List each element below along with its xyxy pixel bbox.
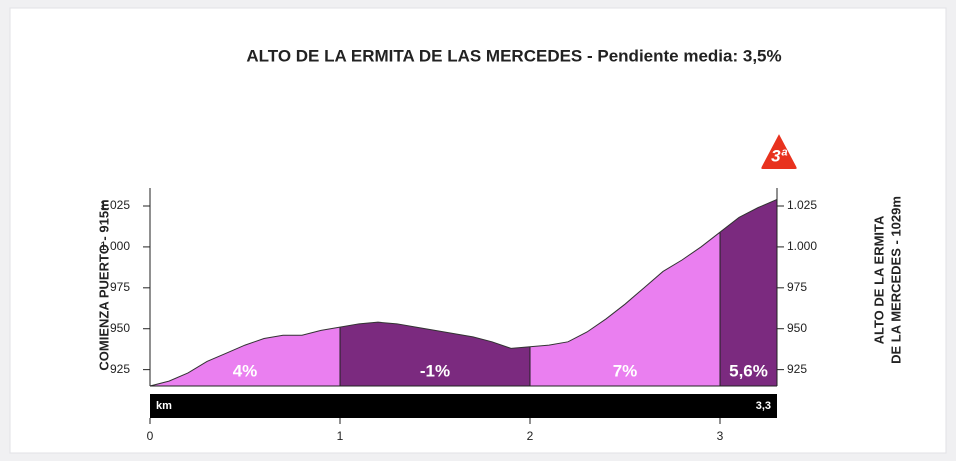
y-tick-label: 950 — [110, 321, 130, 335]
profile-line — [149, 198, 778, 387]
x-tick-label: 1 — [337, 429, 344, 443]
end-label: DE LA MERCEDES - 1029m — [888, 196, 903, 364]
y-tick-label: 1.025 — [100, 198, 130, 212]
km-bar — [150, 394, 777, 418]
segment — [720, 199, 777, 386]
y-tick-label: 1.025 — [787, 198, 817, 212]
y-tick-label: 950 — [787, 321, 807, 335]
segment-label: 4% — [233, 361, 258, 380]
y-tick-label: 925 — [110, 362, 130, 376]
x-tick-label: 3 — [717, 429, 724, 443]
y-tick-label: 1.000 — [100, 239, 130, 253]
end-label: ALTO DE LA ERMITA — [871, 215, 886, 344]
y-tick-label: 925 — [787, 362, 807, 376]
x-tick-label: 2 — [527, 429, 534, 443]
segment-label: 5,6% — [729, 361, 768, 380]
segment-label: 7% — [613, 361, 638, 380]
y-tick-label: 975 — [787, 280, 807, 294]
start-label: COMIENZA PUERTO - 915m — [96, 199, 111, 370]
badge-text: 3ª — [771, 146, 787, 165]
km-total: 3,3 — [756, 400, 771, 412]
y-tick-label: 975 — [110, 280, 130, 294]
category-badge: 3ª — [759, 129, 799, 171]
y-tick-label: 1.000 — [787, 239, 817, 253]
segment-label: -1% — [420, 361, 450, 380]
chart-title: ALTO DE LA ERMITA DE LAS MERCEDES - Pend… — [246, 46, 781, 65]
km-unit: km — [156, 400, 172, 412]
x-tick-label: 0 — [147, 429, 154, 443]
